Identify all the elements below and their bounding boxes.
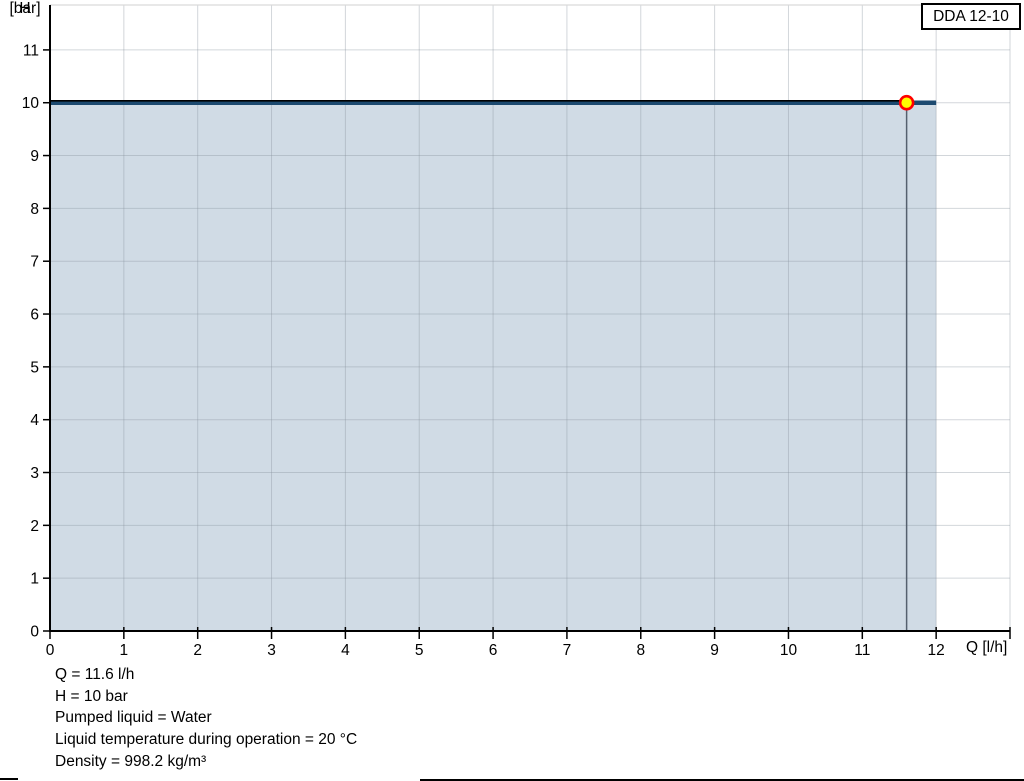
y-tick-label: 11 bbox=[23, 42, 39, 59]
x-tick-label: 0 bbox=[46, 642, 55, 659]
caption-flow: Q = 11.6 l/h bbox=[55, 666, 135, 683]
area-fill bbox=[50, 102, 937, 631]
y-tick-label: 4 bbox=[30, 412, 39, 429]
caption-density: Density = 998.2 kg/m³ bbox=[55, 752, 207, 770]
y-axis-title-line2: [bar] bbox=[9, 0, 41, 17]
y-tick-label: 7 bbox=[30, 254, 39, 271]
y-tick-label: 8 bbox=[30, 201, 39, 218]
x-tick-label: 1 bbox=[120, 642, 129, 659]
caption-liquid-temperature: Liquid temperature during operation = 20… bbox=[55, 731, 358, 749]
x-tick-label: 10 bbox=[780, 642, 798, 659]
y-axis-title-line1: H bbox=[19, 0, 31, 17]
y-tick-label: 3 bbox=[30, 465, 39, 482]
y-tick-label: 9 bbox=[30, 148, 39, 165]
x-tick-label: 12 bbox=[928, 642, 945, 659]
y-tick-label: 2 bbox=[30, 518, 39, 535]
y-tick-label: 10 bbox=[22, 95, 40, 112]
caption-head: H = 10 bar bbox=[55, 687, 128, 705]
operating-conditions-caption: Q = 11.6 l/h H = 10 bar Pumped liquid = … bbox=[55, 664, 357, 773]
y-tick-label: 1 bbox=[30, 571, 39, 588]
x-tick-label: 8 bbox=[636, 642, 645, 659]
y-tick-label: 5 bbox=[30, 359, 39, 376]
x-tick-label: 2 bbox=[193, 642, 202, 659]
x-tick-label: 6 bbox=[489, 642, 498, 659]
x-tick-label: 7 bbox=[563, 642, 572, 659]
x-axis-title: Q [l/h] bbox=[966, 639, 1008, 656]
x-tick-label: 4 bbox=[341, 642, 350, 659]
operating-point-marker[interactable] bbox=[898, 94, 915, 111]
x-tick-label: 9 bbox=[710, 642, 719, 659]
y-tick-label: 6 bbox=[30, 307, 39, 324]
x-tick-label: 3 bbox=[267, 642, 276, 659]
bottom-rule-left bbox=[0, 778, 18, 780]
bottom-rule-right bbox=[420, 779, 1024, 781]
pump-model-badge: DDA 12-10 bbox=[921, 3, 1021, 30]
y-tick-label: 0 bbox=[30, 624, 39, 641]
x-tick-label: 5 bbox=[415, 642, 424, 659]
caption-pumped-liquid: Pumped liquid = Water bbox=[55, 709, 212, 727]
x-tick-label: 11 bbox=[854, 642, 870, 659]
